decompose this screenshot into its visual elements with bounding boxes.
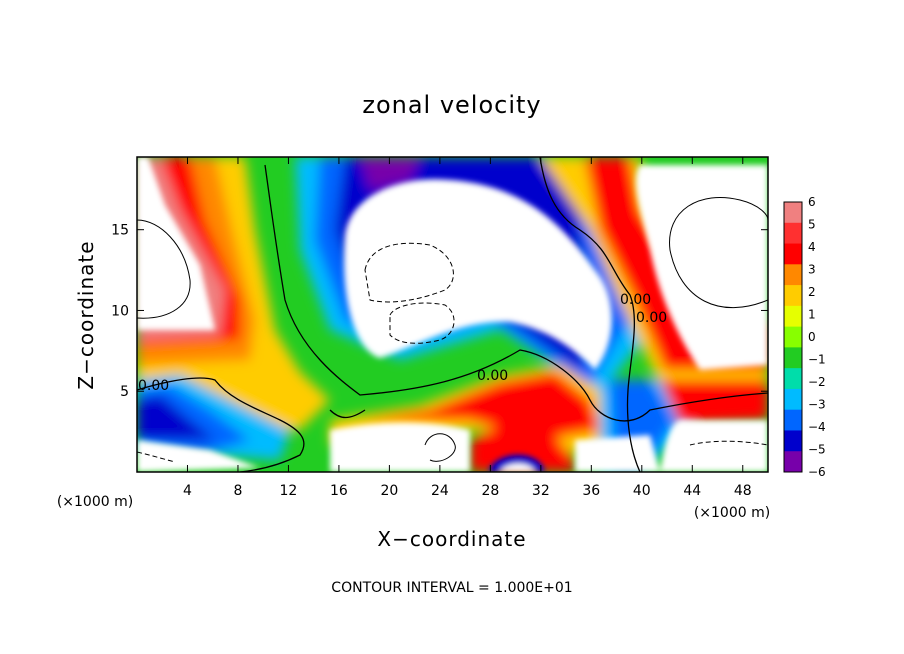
contour-label: 0.00 (636, 310, 667, 326)
x-axis-label: X−coordinate (377, 527, 526, 551)
colorbar-label: −4 (808, 420, 826, 434)
colorbar-swatch (784, 388, 802, 411)
y-tick-label: 10 (111, 303, 129, 319)
colorbar-label: 5 (808, 218, 816, 232)
colorbar-label: 3 (808, 263, 816, 277)
contour-label: 0.00 (138, 378, 169, 394)
x-tick-label: 40 (633, 483, 651, 499)
y-scale-note: (×1000 m) (57, 494, 133, 510)
x-tick-label: 36 (582, 483, 600, 499)
colorbar-label: 0 (808, 330, 816, 344)
colorbar-label: −6 (808, 465, 826, 479)
colorbar-swatch (784, 285, 802, 307)
y-axis-label: Z−coordinate (74, 240, 98, 389)
colorbar-swatch (784, 243, 802, 265)
plot-frame (136, 156, 769, 473)
y-axis-ticks: 5 10 15 (111, 223, 768, 400)
x-axis-ticks: 4 8 12 16 20 24 28 32 36 40 44 48 (183, 157, 752, 499)
colorbar-swatch (784, 264, 802, 286)
colorbar-swatch (784, 222, 802, 245)
colorbar-swatch (784, 451, 802, 473)
colorbar-label: −2 (808, 375, 826, 389)
x-tick-label: 32 (532, 483, 550, 499)
colorbar-swatch (784, 430, 802, 452)
contour-label: 0.00 (620, 292, 651, 308)
colorbar-label: 4 (808, 240, 816, 254)
colorbar-label: 2 (808, 285, 816, 299)
contour-label: 0.00 (477, 368, 508, 384)
y-tick-label: 5 (120, 384, 129, 400)
colorbar-label: −3 (808, 398, 826, 412)
colorbar-frame (783, 201, 803, 473)
colorbar: 6 5 4 3 2 1 0 −1 −2 −3 −4 −5 −6 (783, 195, 826, 479)
colorbar-label: 1 (808, 308, 816, 322)
y-tick-label: 15 (111, 223, 129, 239)
colorbar-label: 6 (808, 195, 816, 209)
x-scale-note: (×1000 m) (694, 505, 770, 521)
chart-title: zonal velocity (362, 91, 541, 119)
x-tick-label: 48 (734, 483, 752, 499)
colorbar-label: −5 (808, 443, 826, 457)
x-tick-label: 20 (380, 483, 398, 499)
x-tick-label: 44 (683, 483, 701, 499)
x-tick-label: 28 (481, 483, 499, 499)
colorbar-swatch (784, 347, 802, 369)
colorbar-swatch (784, 305, 802, 328)
contour-labels: 0.00 0.00 0.00 0.00 (138, 292, 667, 394)
x-tick-label: 12 (280, 483, 298, 499)
colorbar-swatch (784, 368, 802, 390)
colorbar-label: −1 (808, 353, 826, 367)
x-tick-label: 24 (431, 483, 449, 499)
velocity-field (137, 157, 768, 472)
x-tick-label: 16 (330, 483, 348, 499)
colorbar-swatch (784, 326, 802, 348)
contour-interval-note: CONTOUR INTERVAL = 1.000E+01 (331, 580, 572, 596)
x-tick-label: 4 (183, 483, 192, 499)
x-tick-label: 8 (233, 483, 242, 499)
colorbar-swatch (784, 202, 802, 224)
colorbar-swatch (784, 409, 802, 431)
